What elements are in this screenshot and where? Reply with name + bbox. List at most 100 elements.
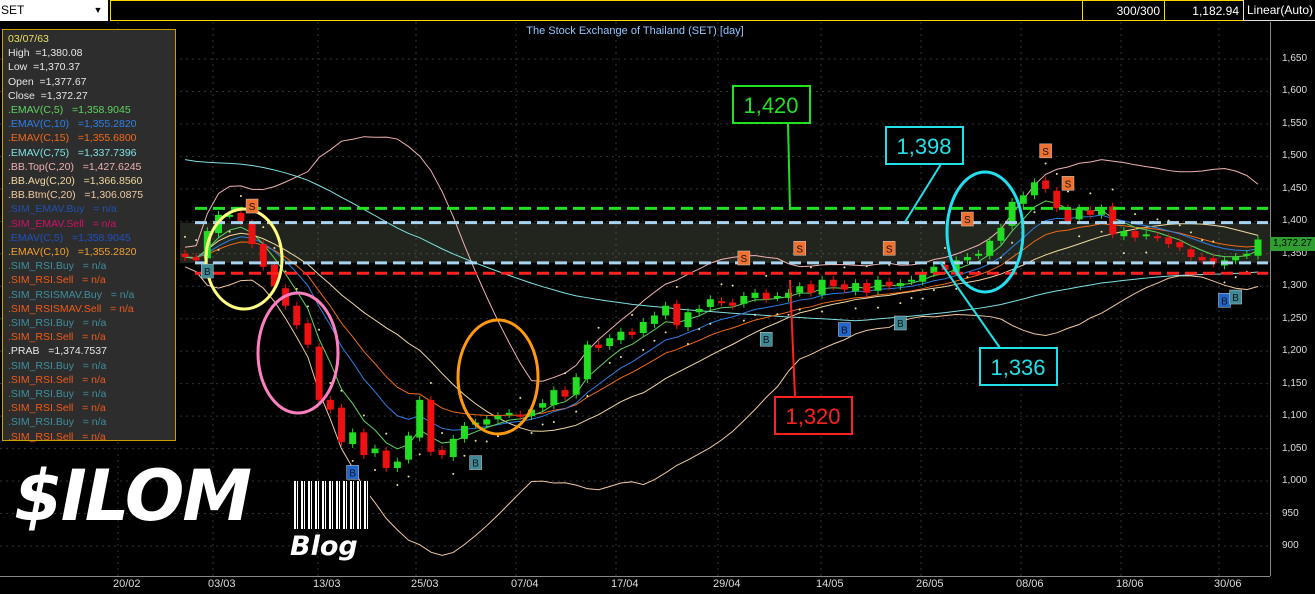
- y-tick-label: 1,250: [1282, 312, 1308, 324]
- candle-body: [293, 305, 301, 326]
- sar-dot: [955, 287, 958, 290]
- candle-body: [1075, 208, 1083, 220]
- candle-body: [349, 432, 357, 445]
- chevron-down-icon[interactable]: ▼: [93, 5, 103, 15]
- candle-body: [941, 264, 949, 271]
- y-tick-label: 1,650: [1282, 53, 1308, 64]
- sar-dot: [619, 356, 622, 359]
- y-tick-label: 900: [1282, 539, 1299, 551]
- sar-dot: [910, 296, 913, 299]
- annotation-pointer: [787, 122, 791, 211]
- silom-blog-logo: $ILOM Blog: [14, 455, 374, 570]
- sar-dot: [273, 246, 276, 249]
- sar-dot: [463, 454, 466, 457]
- candle-body: [997, 227, 1005, 241]
- sar-dot: [966, 276, 969, 279]
- sar-dot: [709, 322, 712, 325]
- sar-dot: [899, 302, 902, 305]
- candle-body: [785, 292, 793, 298]
- legend-entry: .EMAV(C,10) =1,355.2820: [8, 246, 137, 259]
- sar-dot: [631, 313, 634, 316]
- sar-dot: [787, 313, 790, 316]
- candle-body: [729, 302, 737, 306]
- candle-body: [908, 279, 916, 282]
- annotation-box: [774, 396, 853, 435]
- sar-dot: [664, 331, 667, 334]
- annotation-label: 1,336: [990, 355, 1045, 380]
- candle-body: [237, 212, 245, 222]
- sell-signal-marker: [793, 241, 806, 256]
- candle-body: [494, 416, 502, 420]
- candle-body: [572, 377, 580, 395]
- sar-dot: [351, 459, 354, 462]
- date-axis[interactable]: [0, 576, 1270, 594]
- candle-body: [1209, 258, 1217, 264]
- legend-entry: .EMAV(C,75) =1,337.7396: [8, 146, 137, 159]
- legend-entry: .SIM_RSI.Buy = n/a: [8, 317, 107, 330]
- chart-title: The Stock Exchange of Thailand (SET) [da…: [526, 25, 744, 37]
- legend-entry: .PRAB =1,374.7537: [8, 345, 107, 358]
- scale-mode-button[interactable]: Linear(Auto): [1243, 0, 1315, 21]
- y-tick-label: 1,000: [1282, 475, 1308, 487]
- sar-dot: [798, 308, 801, 311]
- highlight-circle: [256, 291, 340, 415]
- candle-body: [840, 284, 848, 290]
- sar-dot: [854, 307, 857, 310]
- candle-body: [852, 283, 860, 292]
- buy-signal-marker: [894, 315, 907, 331]
- candle-body: [874, 279, 882, 291]
- signal-label: S: [741, 254, 748, 265]
- sar-dot: [239, 195, 242, 198]
- candle-body: [460, 425, 468, 439]
- x-tick-label: 03/03: [208, 578, 236, 590]
- candle-body: [1243, 253, 1251, 256]
- legend-entry: .SIM_RSI.Sell = n/a: [8, 402, 106, 415]
- candle-body: [628, 331, 636, 335]
- y-tick-label: 1,550: [1282, 117, 1308, 129]
- sar-dot: [765, 274, 768, 277]
- candle-body: [684, 312, 692, 328]
- candle-body: [326, 399, 334, 410]
- signal-label: B: [841, 326, 848, 337]
- buy-signal-marker: [201, 263, 214, 279]
- annotation-label: 1,320: [785, 404, 840, 429]
- candle-body: [438, 449, 446, 456]
- candle-body: [304, 323, 312, 345]
- barcode-icon: [294, 481, 370, 529]
- candle-body: [405, 435, 413, 460]
- sar-dot: [262, 226, 265, 229]
- candle-body: [181, 253, 189, 258]
- candle-body: [829, 279, 837, 287]
- legend-entry: .BB.Avg(C,20) =1,366.8560: [8, 175, 143, 188]
- sar-dot: [396, 483, 399, 486]
- candle-body: [975, 253, 983, 256]
- sar-dot: [452, 472, 455, 475]
- candle-body: [986, 240, 994, 256]
- symbol-select[interactable]: SET ▼: [0, 0, 108, 21]
- price-axis[interactable]: [1270, 22, 1315, 576]
- legend-entry: Close =1,372.27: [8, 89, 88, 102]
- sar-dot: [329, 382, 332, 385]
- candle-body: [1153, 236, 1161, 239]
- sar-dot: [1111, 188, 1114, 191]
- sar-dot: [362, 414, 365, 417]
- sar-dot: [1066, 190, 1069, 193]
- x-tick-label: 26/05: [916, 578, 944, 590]
- candle-body: [1042, 180, 1050, 189]
- candle-body: [863, 283, 871, 293]
- candle-body: [483, 419, 491, 425]
- sar-dot: [564, 372, 567, 375]
- sar-dot: [228, 230, 231, 233]
- y-tick-label: 1,500: [1282, 150, 1308, 162]
- signal-label: B: [204, 267, 211, 278]
- sar-dot: [809, 266, 812, 269]
- candle-body: [807, 284, 815, 293]
- signal-label: B: [763, 335, 770, 346]
- candle-body: [963, 257, 971, 261]
- y-tick-label: 1,450: [1282, 182, 1308, 194]
- signal-label: B: [897, 319, 904, 330]
- candle-body: [1232, 257, 1240, 261]
- candle-body: [583, 344, 591, 380]
- sar-dot: [1078, 235, 1081, 238]
